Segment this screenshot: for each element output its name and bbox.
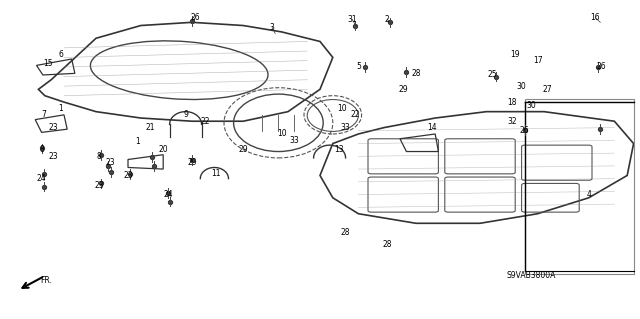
Text: 28: 28: [383, 240, 392, 249]
Text: 6: 6: [58, 50, 63, 59]
Text: 31: 31: [347, 15, 357, 24]
Text: 4: 4: [586, 190, 591, 199]
Text: 32: 32: [507, 117, 517, 126]
Text: 24: 24: [163, 190, 173, 199]
Text: 23: 23: [48, 123, 58, 132]
Text: FR.: FR.: [40, 276, 52, 285]
Text: 11: 11: [212, 169, 221, 178]
Text: 29: 29: [238, 145, 248, 154]
Text: 27: 27: [542, 85, 552, 94]
Text: 13: 13: [334, 145, 344, 154]
Text: 23: 23: [94, 181, 104, 189]
Text: 17: 17: [532, 56, 543, 65]
Text: 29: 29: [187, 158, 197, 167]
Text: 18: 18: [508, 98, 516, 107]
Text: 22: 22: [351, 110, 360, 119]
Text: 22: 22: [200, 117, 209, 126]
Text: 8: 8: [97, 152, 102, 161]
Text: 25: 25: [488, 70, 498, 79]
Text: 10: 10: [276, 130, 287, 138]
Text: 16: 16: [590, 13, 600, 22]
Text: 14: 14: [427, 123, 437, 132]
Text: 33: 33: [340, 123, 351, 132]
Text: 23: 23: [48, 152, 58, 161]
Text: 5: 5: [356, 63, 361, 71]
Text: 24: 24: [36, 174, 47, 183]
Text: 30: 30: [516, 82, 527, 91]
Text: 26: 26: [520, 126, 530, 135]
Text: 10: 10: [337, 104, 348, 113]
Text: 8: 8: [39, 145, 44, 154]
Text: 26: 26: [596, 63, 607, 71]
Text: 26: 26: [190, 13, 200, 22]
Text: 23: 23: [123, 171, 133, 180]
Text: 23: 23: [106, 158, 116, 167]
Bar: [525, 99, 634, 274]
Text: 19: 19: [510, 50, 520, 59]
Text: 1: 1: [58, 104, 63, 113]
Text: 29: 29: [398, 85, 408, 94]
Text: 1: 1: [135, 137, 140, 146]
Text: 7: 7: [41, 110, 46, 119]
Text: 9: 9: [183, 110, 188, 119]
Text: 2: 2: [385, 15, 390, 24]
Text: 28: 28: [412, 69, 420, 78]
Text: 30: 30: [526, 101, 536, 110]
Text: 15: 15: [43, 59, 53, 68]
Text: 20: 20: [158, 145, 168, 154]
Text: 21: 21: [146, 123, 155, 132]
Text: 33: 33: [289, 136, 300, 145]
Text: 3: 3: [269, 23, 275, 32]
Text: 28: 28: [341, 228, 350, 237]
Text: S9VAB3800A: S9VAB3800A: [506, 271, 556, 280]
